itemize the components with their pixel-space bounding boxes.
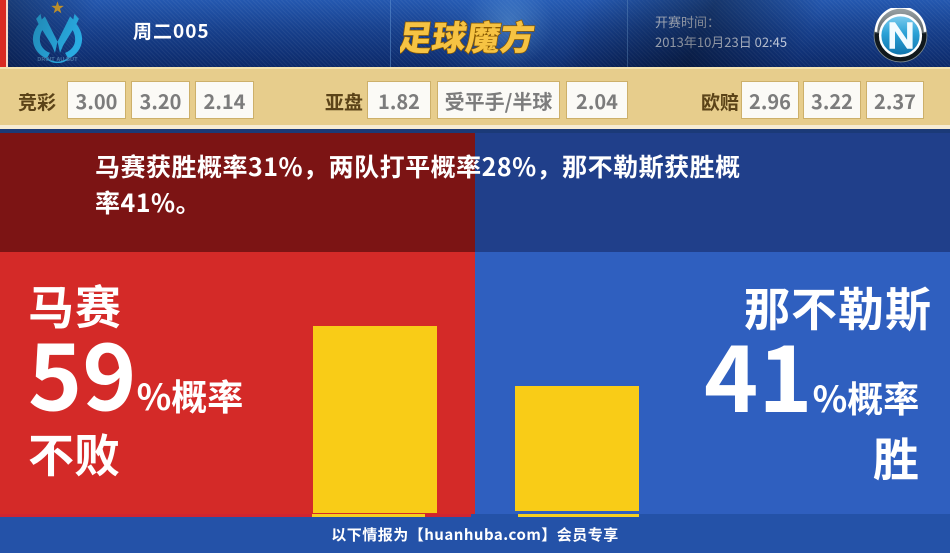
svg-text:足球魔方: 足球魔方: [400, 12, 538, 60]
svg-text:DROIT AU BUT: DROIT AU BUT: [37, 57, 78, 63]
